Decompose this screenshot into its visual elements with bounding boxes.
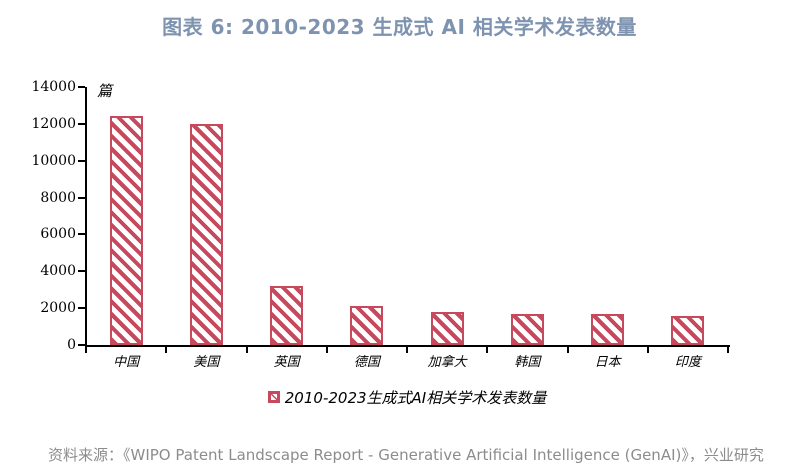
- y-axis-tick-label: 6000: [40, 226, 76, 243]
- y-axis-tick: [78, 233, 85, 236]
- y-axis-tick-label: 12000: [31, 115, 76, 132]
- x-axis-label: 美国: [193, 355, 220, 370]
- x-axis-label: 德国: [353, 355, 380, 370]
- bar: [109, 116, 143, 345]
- x-axis-label: 印度: [674, 355, 701, 370]
- y-axis-tick: [78, 270, 85, 273]
- y-axis-tick: [78, 307, 85, 310]
- y-axis-tick-label: 14000: [31, 79, 76, 95]
- x-axis-tick: [165, 347, 168, 353]
- bar: [270, 286, 304, 345]
- y-axis-tick: [78, 196, 85, 199]
- bar: [189, 124, 223, 345]
- x-axis-tick: [245, 347, 248, 353]
- y-axis-unit-label: 篇: [97, 82, 113, 100]
- y-axis-tick-label: 2000: [40, 300, 76, 317]
- x-axis-label: 加拿大: [427, 355, 467, 370]
- x-axis-tick: [406, 347, 408, 353]
- x-axis-label: 中国: [113, 355, 140, 370]
- y-axis-tick-label: 4000: [40, 263, 76, 280]
- y-axis-line: [85, 87, 87, 347]
- y-axis-tick-label: 0: [67, 337, 76, 353]
- x-axis-tick: [486, 347, 489, 353]
- y-axis-tick: [78, 159, 85, 162]
- legend-marker-icon: [267, 391, 280, 403]
- x-axis-tick: [727, 347, 729, 353]
- y-axis-tick: [78, 122, 85, 125]
- x-axis-tick: [85, 347, 87, 353]
- bar: [430, 312, 464, 345]
- legend-label: 2010-2023生成式AI相关学术发表数量: [284, 388, 547, 407]
- legend: 2010-2023生成式AI相关学术发表数量: [86, 386, 728, 408]
- y-axis-tick-label: 8000: [40, 189, 76, 206]
- chart-title: 图表 6: 2010-2023 生成式 AI 相关学术发表数量: [162, 15, 637, 39]
- x-axis-label: 英国: [273, 355, 300, 370]
- y-axis-tick: [78, 344, 85, 346]
- x-axis-tick: [566, 347, 569, 353]
- x-axis-tick: [646, 347, 649, 353]
- y-axis-tick-label: 10000: [31, 152, 76, 169]
- x-axis-tick: [325, 347, 328, 353]
- x-axis-label: 韩国: [514, 355, 541, 370]
- bar: [350, 306, 384, 345]
- source-note: 资料来源：《WIPO Patent Landscape Report - Gen…: [48, 446, 764, 464]
- bar: [671, 316, 705, 345]
- x-axis-line: [85, 345, 730, 347]
- bar: [510, 314, 544, 345]
- bar: [591, 314, 625, 345]
- x-axis-label: 日本: [594, 355, 621, 370]
- y-axis-tick: [78, 86, 85, 88]
